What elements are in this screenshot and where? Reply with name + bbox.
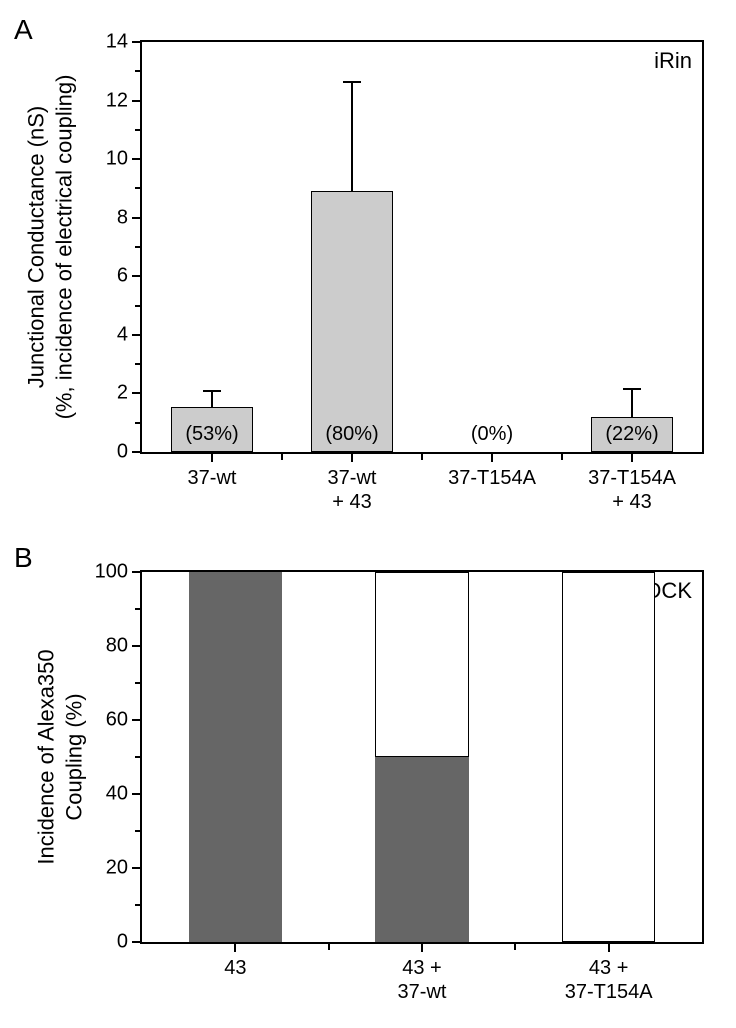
panel-a-label: A [14, 14, 33, 46]
panel-a-pct-label: (53%) [185, 423, 238, 446]
panel-a-ytick-label: 0 [117, 441, 142, 464]
panel-b-label: B [14, 542, 33, 574]
panel-a-errorcap [343, 81, 361, 83]
panel-a-errorbar [631, 389, 633, 417]
panel-b-ytick-minor [135, 756, 140, 758]
panel-a-ytick-label: 4 [117, 323, 142, 346]
panel-a-ytick-minor [135, 70, 140, 72]
panel-a-xlabel: 37-T154A [448, 452, 536, 490]
panel-b-ytick-label: 60 [106, 709, 142, 732]
panel-a-ytick-label: 10 [106, 148, 142, 171]
panel-a-pct-label: (22%) [605, 423, 658, 446]
panel-b-ytick-label: 20 [106, 857, 142, 880]
panel-b-xlabel: 43 [224, 942, 246, 980]
panel-b-xlabel: 43 + 37-wt [398, 942, 447, 1004]
panel-a-errorcap [203, 390, 221, 392]
panel-b-xtick-minor [328, 944, 330, 950]
panel-a-ytick-label: 8 [117, 206, 142, 229]
panel-a-pct-label: (80%) [325, 423, 378, 446]
panel-a-ytick-minor [135, 246, 140, 248]
panel-b-bar-filled [189, 572, 282, 942]
panel-b-ytick-minor [135, 904, 140, 906]
panel-a-ytick-label: 6 [117, 265, 142, 288]
panel-a-ytick-minor [135, 363, 140, 365]
panel-a-errorbar [211, 391, 213, 407]
panel-a-ytick-minor [135, 129, 140, 131]
panel-b-ytick-minor [135, 608, 140, 610]
panel-b-bar-filled [375, 757, 468, 942]
panel-b-xtick-minor [514, 944, 516, 950]
panel-a-xtick-minor [561, 454, 563, 460]
panel-a-xlabel: 37-wt [188, 452, 237, 490]
panel-b-ytick-label: 40 [106, 783, 142, 806]
panel-b-ytick-minor [135, 830, 140, 832]
panel-a-errorbar [351, 82, 353, 192]
panel-a-inset: iRin [654, 48, 692, 74]
panel-a-y-title: Junctional Conductance (nS) (%, incidenc… [23, 75, 78, 420]
panel-b-xlabel: 43 + 37-T154A [565, 942, 653, 1004]
panel-a-bar [311, 191, 392, 452]
panel-a-ytick-minor [135, 187, 140, 189]
panel-b-bar-empty [562, 572, 655, 942]
panel-a-ytick-label: 2 [117, 382, 142, 405]
panel-b-ytick-label: 0 [117, 931, 142, 954]
panel-a-ytick-minor [135, 422, 140, 424]
panel-b-plot: MDCKIncidence of Alexa350 Coupling (%)02… [140, 570, 704, 944]
panel-a-plot: iRinJunctional Conductance (nS) (%, inci… [140, 40, 704, 454]
figure: A iRinJunctional Conductance (nS) (%, in… [0, 0, 736, 1028]
panel-b-ytick-label: 100 [95, 561, 142, 584]
panel-b-y-title: Incidence of Alexa350 Coupling (%) [33, 649, 88, 864]
panel-b-ytick-minor [135, 682, 140, 684]
panel-a-xtick-minor [281, 454, 283, 460]
panel-b-ytick-label: 80 [106, 635, 142, 658]
panel-b-bar-empty [375, 572, 468, 757]
panel-a-xlabel: 37-T154A + 43 [588, 452, 676, 514]
panel-a-xtick-minor [421, 454, 423, 460]
panel-a-ytick-label: 14 [106, 31, 142, 54]
panel-a-xlabel: 37-wt + 43 [328, 452, 377, 514]
panel-a-ytick-minor [135, 305, 140, 307]
panel-a-ytick-label: 12 [106, 89, 142, 112]
panel-a-errorcap [623, 388, 641, 390]
panel-a-pct-label: (0%) [471, 423, 513, 446]
